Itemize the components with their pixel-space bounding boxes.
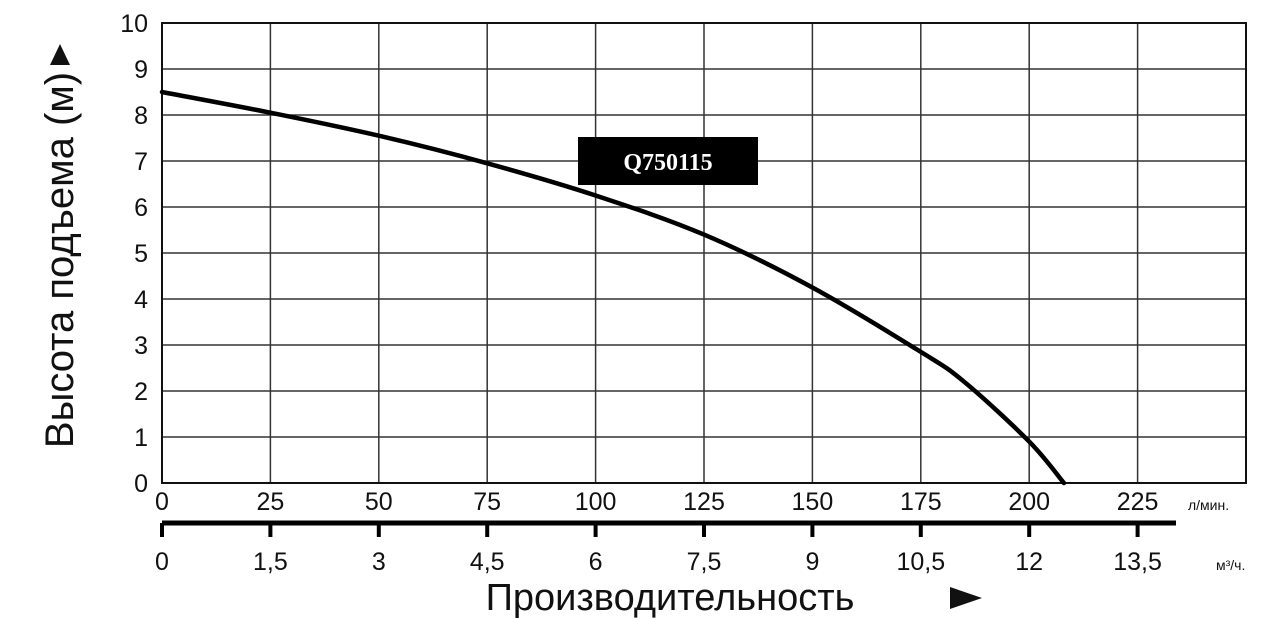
y-tick-label: 4: [134, 286, 148, 314]
y-tick-label: 3: [134, 332, 148, 360]
x2-tick-label: 12: [1015, 548, 1043, 576]
x-tick-label: 0: [155, 488, 169, 516]
x2-tick-label: 10,5: [896, 548, 945, 576]
x-tick-label: 125: [683, 488, 725, 516]
y-tick-label: 7: [134, 148, 148, 176]
x2-tick-label: 6: [589, 548, 603, 576]
x2-tick-label: 13,5: [1113, 548, 1162, 576]
x2-tick-label: 3: [372, 548, 386, 576]
series-label: Q750115: [623, 150, 712, 176]
x-axis-label: Производительность: [486, 577, 855, 619]
x2-tick-label: 4,5: [470, 548, 505, 576]
series-label-box: [578, 137, 758, 185]
x-tick-label: 175: [900, 488, 942, 516]
x-tick-label: 225: [1117, 488, 1159, 516]
x-tick-label: 50: [365, 488, 393, 516]
series-line-q750115: [159, 89, 1067, 486]
x-axis-arrow-icon: [950, 587, 982, 609]
x-tick-label: 100: [575, 488, 617, 516]
x2-tick-label: 0: [155, 548, 169, 576]
x2-axis-unit: м³/ч.: [1216, 557, 1245, 573]
plot-border: [161, 22, 1247, 484]
y-tick-label: 5: [134, 240, 148, 268]
x-tick-label: 75: [473, 488, 501, 516]
x-axis-ticks: 0 25 50 75 100 125 150 175 200 225: [155, 488, 1158, 516]
x-tick-label: 25: [256, 488, 284, 516]
y-tick-label: 8: [134, 102, 148, 130]
x2-tick-label: 9: [805, 548, 819, 576]
y-tick-label: 6: [134, 194, 148, 222]
y-tick-label: 10: [120, 10, 148, 38]
y-tick-label: 9: [134, 56, 148, 84]
x-axis-unit: л/мин.: [1188, 497, 1229, 513]
plot-frame: [161, 22, 1247, 484]
y-axis-arrow-icon: [50, 44, 70, 65]
y-axis-label: Высота подъема (м): [38, 72, 82, 448]
y-tick-label: 0: [134, 470, 148, 498]
y-axis-ticks: 0 1 2 3 4 5 6 7 8 9 10: [120, 10, 148, 498]
series-layer: Q750115: [159, 89, 1067, 486]
x2-tick-label: 7,5: [687, 548, 722, 576]
x-tick-label: 150: [792, 488, 834, 516]
chart-grid: [161, 22, 1246, 484]
y-tick-label: 1: [134, 424, 148, 452]
y-tick-label: 2: [134, 378, 148, 406]
secondary-x-axis: 0 1,5 3 4,5 6 7,5 9 10,5 12 13,5: [155, 520, 1176, 576]
x-tick-label: 200: [1008, 488, 1050, 516]
x2-tick-label: 1,5: [253, 548, 288, 576]
